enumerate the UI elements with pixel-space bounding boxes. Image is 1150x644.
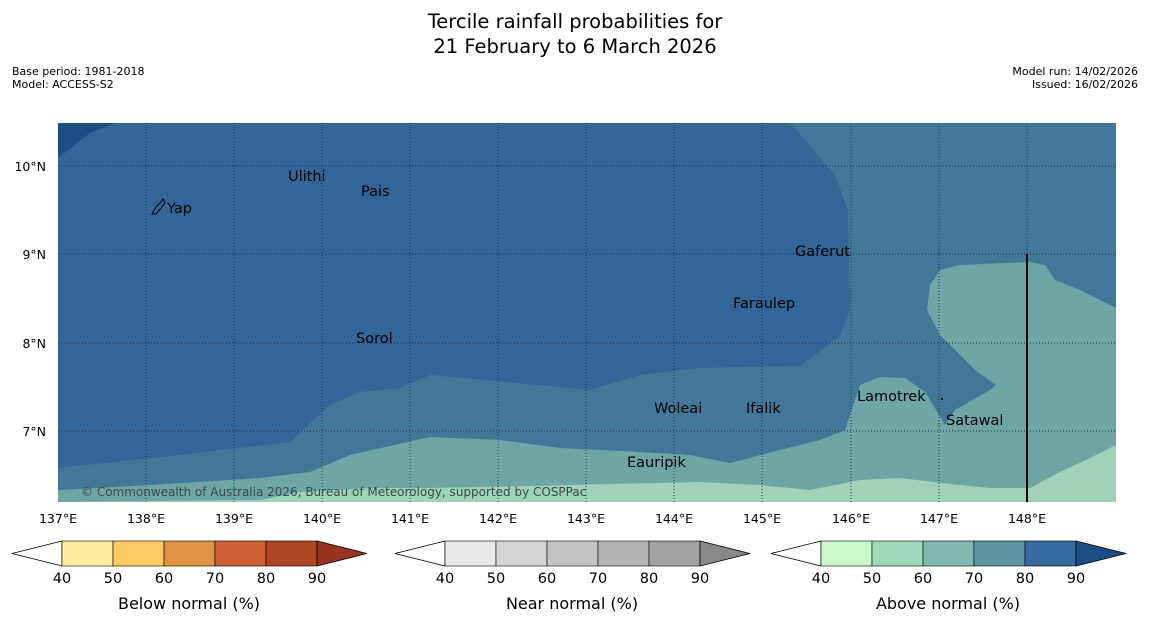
probability-field (58, 123, 1116, 502)
place-labels: Ulithi Pais Yap Gaferut Faraulep Sorol L… (166, 169, 1003, 471)
region-above-50-60 (58, 262, 1116, 502)
colorbar-tick-label: 80 (1016, 571, 1034, 587)
colorbar-tick-label: 70 (965, 571, 983, 587)
colorbar-tick-label: 90 (691, 571, 709, 587)
place-ulithi: Ulithi (288, 169, 326, 185)
copyright-notice: © Commonwealth of Australia 2026, Bureau… (81, 485, 586, 499)
colorbar-tick-label: 80 (640, 571, 658, 587)
lon-label: 145°E (743, 511, 781, 526)
colorbar-segment (871, 540, 924, 567)
colorbar-min-extension (11, 540, 63, 567)
lat-label: 8°N (22, 336, 46, 351)
region-above-40-50 (58, 445, 1116, 502)
region-above-60-70 (58, 123, 1116, 502)
latitude-labels: 10°N 9°N 8°N 7°N (14, 159, 46, 439)
meta-left: Base period: 1981-2018 Model: ACCESS-S2 (12, 65, 144, 91)
colorbar-tick-label: 90 (1067, 571, 1085, 587)
colorbar-segment (61, 540, 114, 567)
colorbar-tick-label: 40 (812, 571, 830, 587)
colorbar-segment (214, 540, 267, 567)
colorbar-max-extension (699, 540, 751, 567)
lon-label: 148°E (1008, 511, 1046, 526)
graticule (58, 123, 1116, 502)
base-period: Base period: 1981-2018 (12, 65, 145, 78)
lon-label: 141°E (391, 511, 429, 526)
place-woleai: Woleai (654, 401, 702, 417)
colorbar-segment (112, 540, 165, 567)
place-gaferut: Gaferut (795, 244, 850, 260)
colorbar-tick-label: 70 (589, 571, 607, 587)
colorbar-above-normal: 40 50 60 70 80 90 Above normal (%) (770, 540, 1127, 613)
colorbar-max-extension (1075, 540, 1127, 567)
lon-label: 144°E (655, 511, 693, 526)
colorbar-tick-label: 70 (206, 571, 224, 587)
lon-label: 146°E (832, 511, 870, 526)
colorbar-tick-label: 40 (436, 571, 454, 587)
colorbar-near-label: Near normal (%) (506, 594, 638, 613)
title-line-2: 21 February to 6 March 2026 (433, 35, 717, 58)
colorbar-segment (444, 540, 497, 567)
lon-label: 138°E (127, 511, 165, 526)
place-lamotrek: Lamotrek (857, 389, 926, 405)
lon-label: 139°E (215, 511, 253, 526)
colorbar-segment (265, 540, 318, 567)
colorbar-above-label: Above normal (%) (876, 594, 1020, 613)
title-line-1: Tercile rainfall probabilities for (427, 10, 723, 33)
colorbar-tick-label: 80 (257, 571, 275, 587)
meta-right: Model run: 14/02/2026 Issued: 16/02/2026 (1012, 65, 1138, 91)
lon-label: 143°E (567, 511, 605, 526)
colorbar-segment (546, 540, 599, 567)
colorbar-min-extension (770, 540, 822, 567)
map-title: Tercile rainfall probabilities for 21 Fe… (0, 9, 1150, 59)
colorbar-tick-label: 60 (155, 571, 173, 587)
lon-label: 140°E (303, 511, 341, 526)
lon-label: 142°E (479, 511, 517, 526)
issued-date: Issued: 16/02/2026 (1031, 78, 1138, 91)
place-eauripik: Eauripik (627, 455, 686, 471)
colorbar-near-normal: 40 50 60 70 80 90 Near normal (%) (394, 540, 751, 613)
colorbar-segment (820, 540, 873, 567)
lat-label: 10°N (14, 159, 46, 174)
place-ifalik: Ifalik (746, 401, 781, 417)
colorbar-tick-label: 90 (308, 571, 326, 587)
colorbar-below-normal: 40 50 60 70 80 90 Below normal (%) (11, 540, 368, 613)
lat-label: 7°N (22, 424, 46, 439)
model-name: Model: ACCESS-S2 (12, 78, 114, 91)
colorbar-max-extension (316, 540, 368, 567)
longitude-labels: 137°E 138°E 139°E 140°E 141°E 142°E 143°… (39, 511, 1046, 526)
colorbar-tick-label: 40 (53, 571, 71, 587)
colorbar-segment (1024, 540, 1077, 567)
colorbar-segment (495, 540, 548, 567)
colorbar-min-extension (394, 540, 446, 567)
place-satawal: Satawal (946, 413, 1003, 429)
lon-label: 137°E (39, 511, 77, 526)
colorbar-segment (597, 540, 650, 567)
colorbar-segment (163, 540, 216, 567)
colorbar-tick-label: 60 (538, 571, 556, 587)
colorbar-tick-label: 50 (863, 571, 881, 587)
place-pais: Pais (361, 184, 390, 200)
colorbar-tick-label: 50 (487, 571, 505, 587)
lon-label: 147°E (920, 511, 958, 526)
place-faraulep: Faraulep (733, 296, 795, 312)
colorbar-segment (922, 540, 975, 567)
lat-label: 9°N (22, 247, 46, 262)
colorbar-segment (973, 540, 1026, 567)
yap-island-outline (151, 198, 166, 215)
colorbar-segment (648, 540, 701, 567)
place-sorol: Sorol (356, 331, 393, 347)
place-yap: Yap (166, 201, 192, 217)
colorbar-tick-label: 50 (104, 571, 122, 587)
model-run: Model run: 14/02/2026 (1012, 65, 1138, 78)
colorbar-below-label: Below normal (%) (118, 594, 260, 613)
colorbar-tick-label: 60 (914, 571, 932, 587)
island-dot (941, 398, 943, 400)
region-above-80-90 (58, 123, 115, 158)
